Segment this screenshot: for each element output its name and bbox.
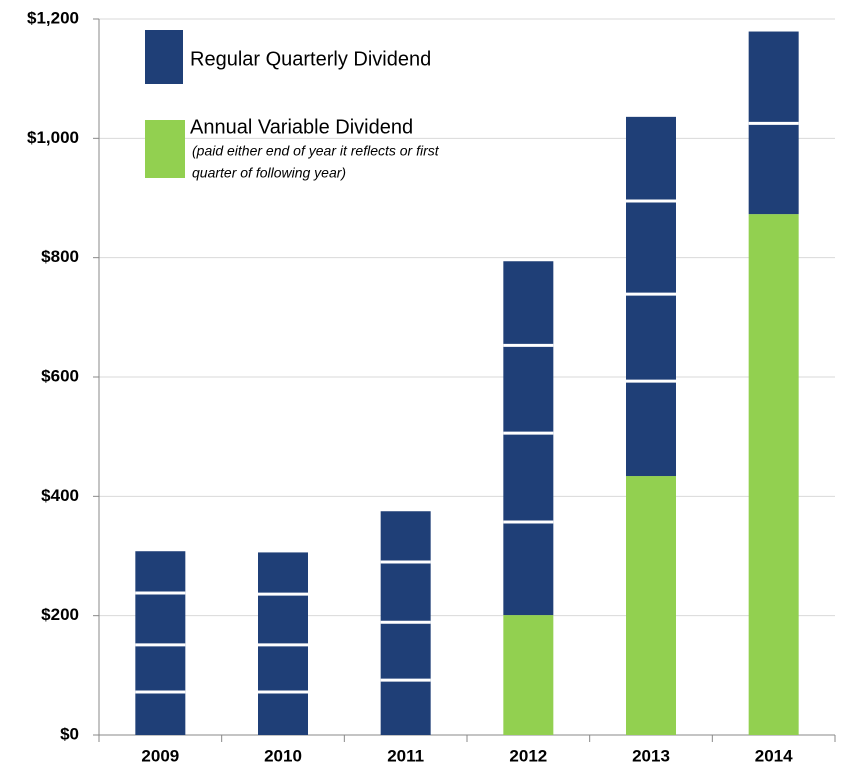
bar-segment [626,200,676,295]
y-tick-label: $800 [41,247,79,266]
bar-segment [258,644,308,693]
bar-segment [380,680,431,735]
x-tick-label: 2010 [264,746,302,765]
y-tick-label: $0 [60,724,79,743]
y-tick-label: $1,000 [27,128,79,147]
bar-segment [135,692,186,735]
x-tick-label: 2009 [141,746,179,765]
legend-label: Annual Variable Dividend [190,116,413,138]
legend-note: quarter of following year) [192,165,346,181]
bar-segment [503,261,554,346]
x-tick-label: 2013 [632,746,670,765]
bar-segment [626,381,676,477]
legend-label: Regular Quarterly Dividend [190,48,431,70]
legend-swatch [145,30,183,84]
bar-segment [748,31,799,124]
legend-note: (paid either end of year it reflects or … [192,143,440,159]
bar-segment [503,615,554,735]
bar-segment [626,294,676,382]
y-tick-label: $600 [41,366,79,385]
bar-segment [380,511,431,562]
bar-segment [135,592,186,645]
bar-segment [258,552,308,595]
bar-segment [626,116,676,201]
y-tick-label: $400 [41,486,79,505]
bar-segment [748,123,799,215]
bar-segment [258,594,308,645]
bar-segment [135,551,186,593]
x-tick-label: 2011 [387,746,424,765]
bar-segment [503,345,554,434]
bar-segment [503,521,554,616]
bar-segment [380,561,431,623]
y-tick-label: $200 [41,605,79,624]
bar-segment [135,644,186,693]
bar-segment [380,622,431,681]
bar-segment [503,433,554,522]
y-tick-label: $1,200 [27,8,79,27]
x-tick-label: 2012 [509,746,547,765]
bar-segment [626,476,676,735]
legend-swatch [145,120,185,178]
bar-segment [748,214,799,736]
bar-segment [258,692,308,735]
x-tick-label: 2014 [755,746,793,765]
